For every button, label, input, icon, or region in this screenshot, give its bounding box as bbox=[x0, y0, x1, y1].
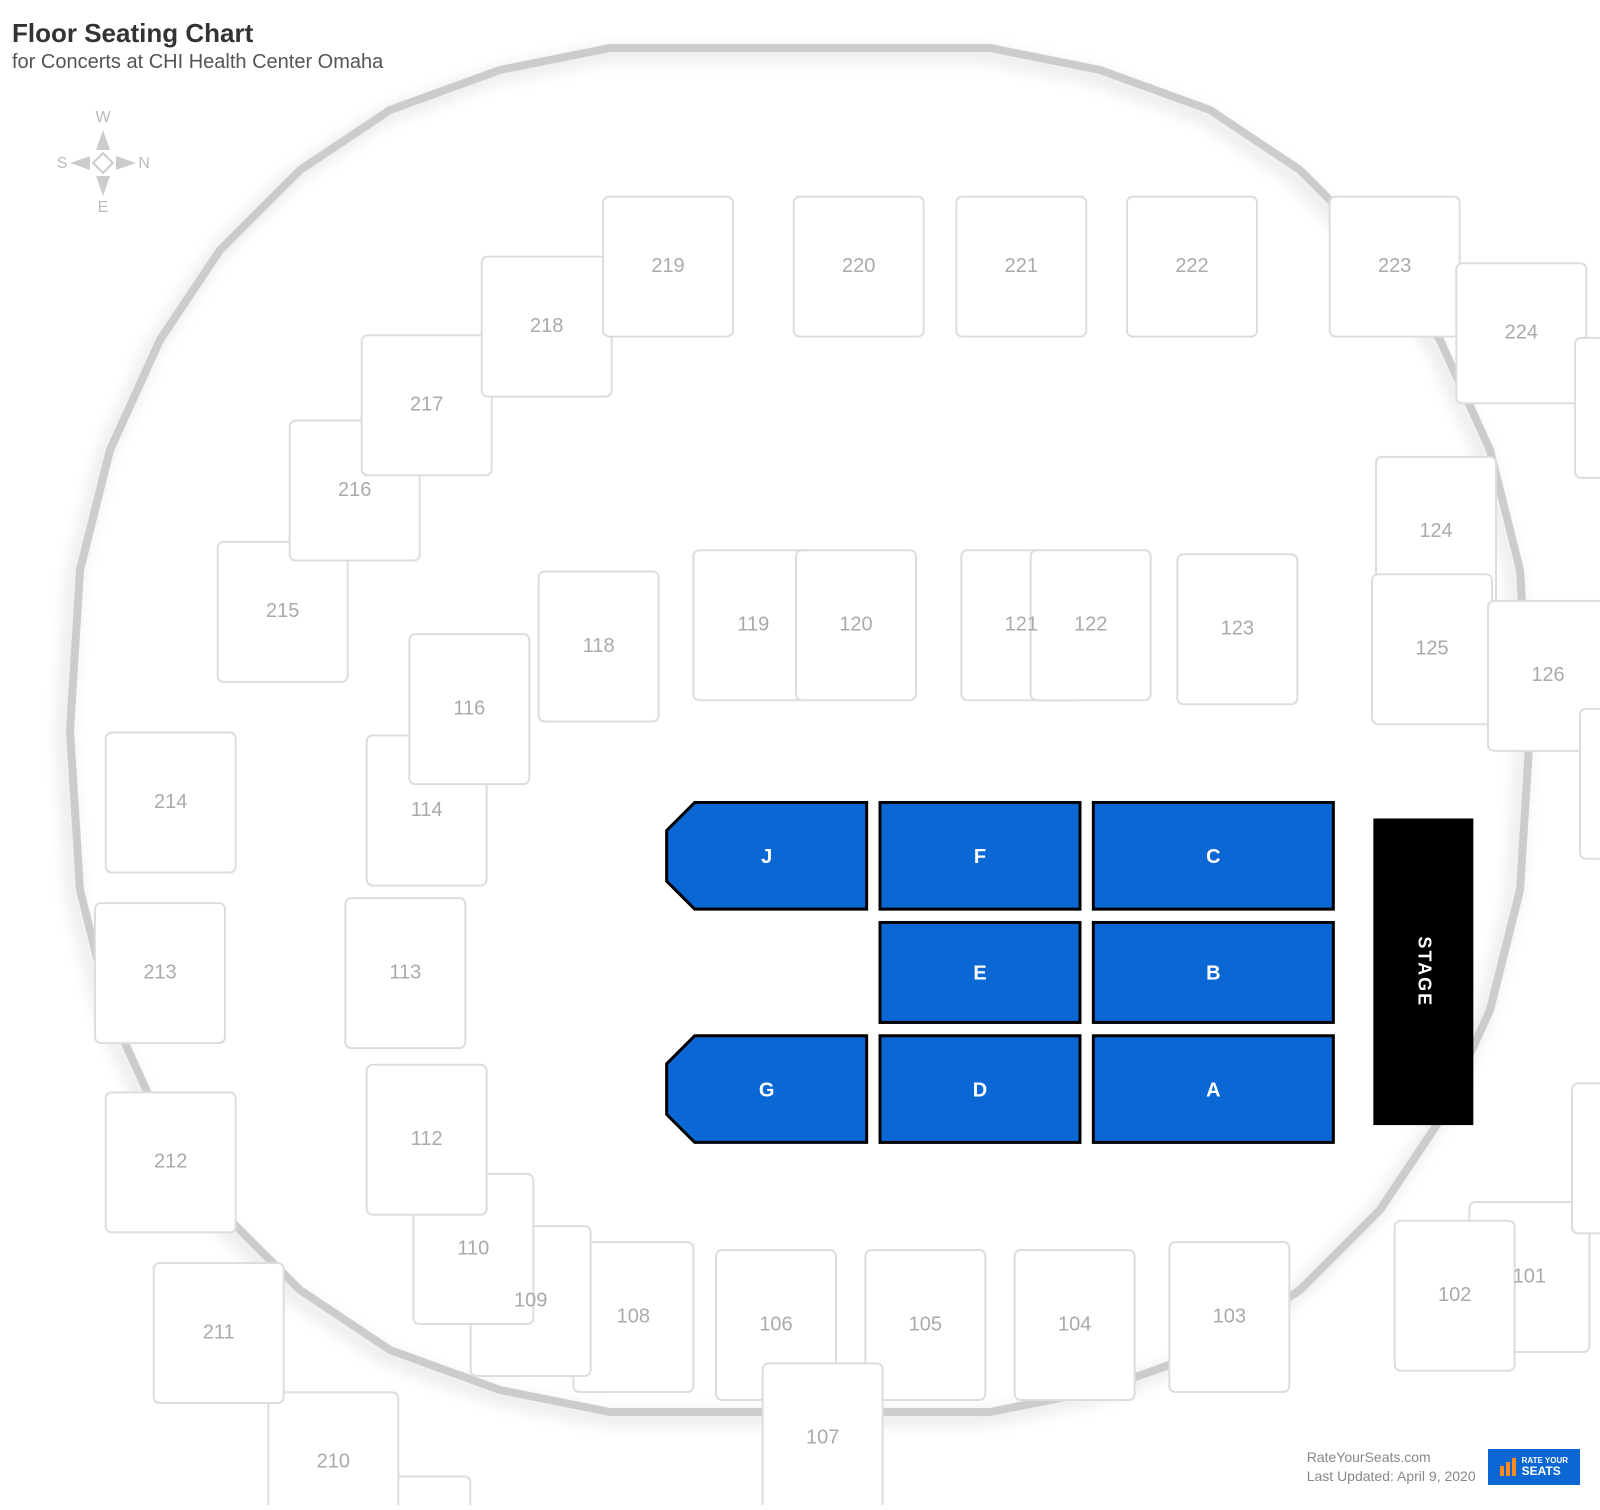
section-label-121: 121 bbox=[1005, 613, 1038, 635]
section-label-222: 222 bbox=[1175, 255, 1208, 277]
section-label-223: 223 bbox=[1378, 255, 1411, 277]
svg-text:F: F bbox=[974, 846, 986, 868]
section-label-212: 212 bbox=[154, 1151, 187, 1173]
section-label-116: 116 bbox=[453, 697, 485, 719]
section-label-104: 104 bbox=[1058, 1313, 1091, 1335]
logo-bars-icon bbox=[1500, 1458, 1516, 1476]
section-label-220: 220 bbox=[842, 255, 875, 277]
section-label-211: 211 bbox=[203, 1321, 235, 1343]
section-label-122: 122 bbox=[1074, 613, 1107, 635]
svg-text:N: N bbox=[138, 155, 150, 172]
seating-chart[interactable]: STAGE J F C E B G D A 101 102 103 104 105 106 107 108 1… bbox=[0, 0, 1600, 1505]
section-label-103: 103 bbox=[1213, 1305, 1246, 1327]
section-label-213: 213 bbox=[143, 961, 176, 983]
svg-text:D: D bbox=[973, 1079, 987, 1101]
section-label-109: 109 bbox=[514, 1289, 547, 1311]
section-label-101: 101 bbox=[1513, 1265, 1546, 1287]
section-label-219: 219 bbox=[651, 255, 684, 277]
section-label-217: 217 bbox=[410, 394, 443, 416]
floor-section-j[interactable]: J bbox=[667, 802, 867, 909]
floor-section-g[interactable]: G bbox=[667, 1036, 867, 1143]
svg-text:G: G bbox=[759, 1079, 775, 1101]
section-label-126: 126 bbox=[1531, 664, 1564, 686]
section-label-218: 218 bbox=[530, 315, 563, 337]
footer: RateYourSeats.com Last Updated: April 9,… bbox=[1307, 1448, 1580, 1487]
floor-section-d[interactable]: D bbox=[880, 1036, 1080, 1143]
section-label-105: 105 bbox=[909, 1313, 942, 1335]
section-label-119: 119 bbox=[737, 613, 769, 635]
svg-text:W: W bbox=[95, 109, 111, 126]
floor-section-e[interactable]: E bbox=[880, 922, 1080, 1022]
section-label-210: 210 bbox=[317, 1451, 350, 1473]
stage: STAGE bbox=[1373, 818, 1473, 1125]
section-210[interactable] bbox=[268, 1392, 398, 1505]
header: Floor Seating Chart for Concerts at CHI … bbox=[12, 18, 383, 74]
section-label-215: 215 bbox=[266, 600, 299, 622]
section-label-114: 114 bbox=[411, 799, 443, 821]
floor-section-a[interactable]: A bbox=[1093, 1036, 1333, 1143]
page-subtitle: for Concerts at CHI Health Center Omaha bbox=[12, 51, 383, 74]
svg-text:E: E bbox=[973, 963, 986, 985]
section-label-112: 112 bbox=[411, 1128, 443, 1150]
svg-text:E: E bbox=[98, 199, 109, 216]
section-label-216: 216 bbox=[338, 479, 371, 501]
svg-text:B: B bbox=[1206, 963, 1220, 985]
svg-text:J: J bbox=[761, 846, 772, 868]
section-label-110: 110 bbox=[457, 1237, 489, 1259]
page-title: Floor Seating Chart bbox=[12, 18, 383, 49]
section-label-224: 224 bbox=[1505, 322, 1538, 344]
section-label-221: 221 bbox=[1005, 255, 1038, 277]
section-label-102: 102 bbox=[1438, 1284, 1471, 1306]
footer-site: RateYourSeats.com bbox=[1307, 1448, 1476, 1468]
section-label-113: 113 bbox=[389, 961, 421, 983]
section-label-118: 118 bbox=[583, 635, 615, 657]
section-label-123: 123 bbox=[1221, 617, 1254, 639]
footer-updated: Last Updated: April 9, 2020 bbox=[1307, 1467, 1476, 1487]
section-label-107: 107 bbox=[806, 1427, 839, 1449]
compass-icon: W S N E bbox=[48, 108, 158, 218]
footer-logo[interactable]: RATE YOUR SEATS bbox=[1488, 1449, 1580, 1485]
svg-text:STAGE: STAGE bbox=[1415, 936, 1435, 1007]
section-label-125: 125 bbox=[1415, 637, 1448, 659]
floor-section-b[interactable]: B bbox=[1093, 922, 1333, 1022]
floor-section-c[interactable]: C bbox=[1093, 802, 1333, 909]
section-label-124: 124 bbox=[1419, 520, 1452, 542]
section-label-214: 214 bbox=[154, 791, 187, 813]
svg-text:S: S bbox=[57, 155, 68, 172]
floor-section-f[interactable]: F bbox=[880, 802, 1080, 909]
section-129[interactable] bbox=[1572, 1083, 1600, 1233]
section-127[interactable] bbox=[1580, 709, 1600, 859]
svg-text:C: C bbox=[1206, 846, 1220, 868]
section-label-106: 106 bbox=[759, 1313, 792, 1335]
svg-text:A: A bbox=[1206, 1079, 1220, 1101]
section-label-120: 120 bbox=[839, 613, 872, 635]
section-label-108: 108 bbox=[617, 1305, 650, 1327]
section-225[interactable] bbox=[1575, 338, 1600, 478]
